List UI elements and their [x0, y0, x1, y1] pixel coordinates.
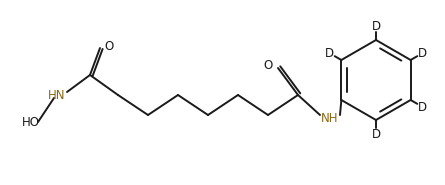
Text: D: D [372, 19, 380, 33]
Text: O: O [104, 40, 113, 53]
Text: O: O [264, 58, 273, 71]
Text: HO: HO [22, 115, 40, 129]
Text: D: D [418, 46, 427, 60]
Text: D: D [418, 100, 427, 114]
Text: NH: NH [321, 112, 339, 125]
Text: D: D [372, 127, 380, 140]
Text: D: D [325, 46, 334, 60]
Text: HN: HN [48, 88, 66, 102]
